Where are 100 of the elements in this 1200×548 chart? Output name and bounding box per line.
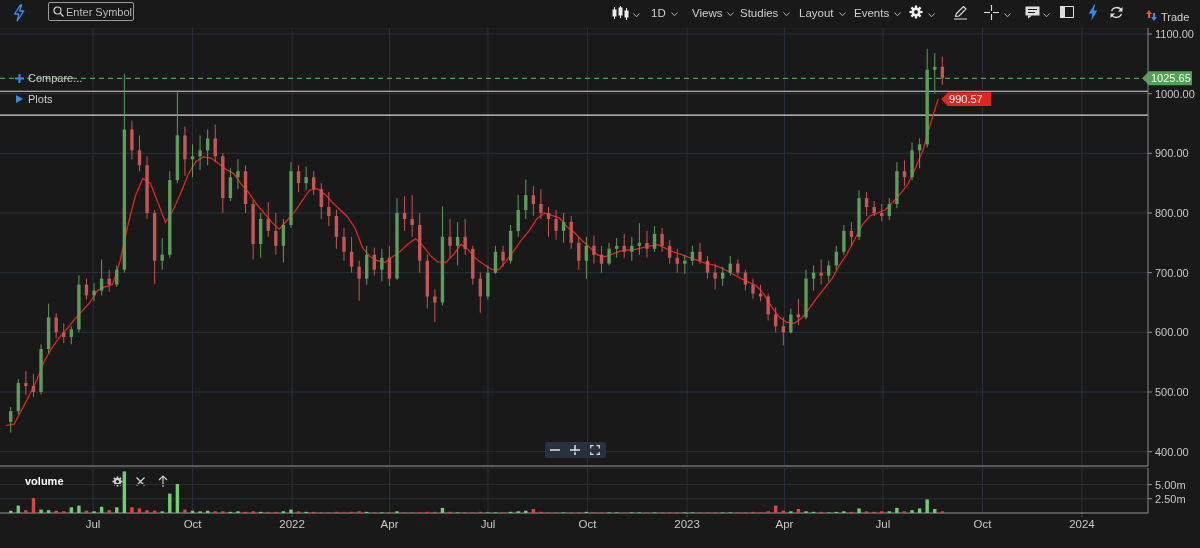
candlestick (92, 282, 96, 302)
candlestick (720, 266, 725, 287)
candlestick (539, 188, 543, 220)
x-tick-label: Jul (875, 517, 891, 530)
candlestick (107, 269, 111, 293)
y-tick-label: 1000.00 (1155, 87, 1195, 100)
text: Layout (799, 6, 834, 20)
text: Trade (1161, 10, 1190, 24)
candlestick (31, 373, 36, 398)
candlestick (342, 227, 346, 262)
y-tick-label: 2.50m (1155, 492, 1186, 505)
x-tick-label: Jul (480, 517, 496, 530)
candlestick (327, 191, 331, 227)
candlestick (781, 316, 785, 346)
bar (130, 507, 134, 513)
annotation: Compare... (28, 71, 83, 85)
candlestick (842, 224, 846, 256)
candlestick (236, 158, 240, 190)
y-tick-label: 1100.00 (1155, 27, 1194, 40)
bar (925, 499, 929, 513)
bar (46, 510, 51, 513)
candlestick (304, 165, 308, 191)
x-tick-label: 2023 (674, 517, 700, 530)
x-tick-label: Oct (973, 517, 993, 530)
candlestick (607, 242, 611, 266)
y-tick-label: 900.00 (1155, 147, 1189, 160)
candlestick (614, 237, 619, 259)
bar (145, 510, 149, 513)
text: Events (854, 6, 890, 20)
candlestick (183, 125, 187, 177)
text: volume (25, 474, 64, 488)
y-tick-label: 5.00m (1155, 478, 1186, 491)
candlestick (516, 194, 520, 238)
x-tick-label: Apr (775, 517, 794, 530)
candlestick (130, 119, 134, 160)
candlestick (630, 236, 634, 262)
candlestick (827, 260, 831, 283)
candlestick (24, 370, 28, 396)
bar (289, 509, 293, 513)
candlestick (448, 218, 452, 259)
candlestick (198, 134, 202, 171)
candlestick (637, 222, 642, 256)
bar (115, 507, 119, 513)
text: 1D (651, 6, 666, 20)
candlestick (660, 227, 664, 253)
candlestick (811, 265, 816, 292)
x-tick-label: Oct (183, 517, 203, 530)
y-tick-label: 400.00 (1155, 445, 1189, 458)
candlestick (789, 307, 793, 335)
bar (69, 507, 74, 513)
candlestick (486, 265, 490, 301)
candlestick (463, 218, 467, 256)
candlestick (683, 254, 687, 275)
x-tick-label: 2024 (1069, 517, 1096, 530)
y-tick-label: 500.00 (1155, 386, 1189, 399)
candlestick (592, 235, 596, 265)
bar (895, 507, 899, 513)
y-tick-label: 800.00 (1155, 206, 1189, 219)
candlestick (554, 209, 558, 241)
bar (77, 505, 81, 513)
candlestick (849, 221, 854, 247)
candlestick (751, 278, 755, 300)
candlestick (380, 248, 384, 283)
candlestick (402, 195, 407, 232)
text: Studies (740, 6, 779, 20)
bar (183, 509, 187, 513)
bar (39, 509, 43, 513)
x-tick-label: 2022 (279, 517, 305, 530)
candlestick (698, 242, 702, 265)
bar (857, 508, 861, 513)
candlestick (546, 206, 551, 238)
x-tick-label: Apr (380, 517, 399, 530)
annotation: 990.57 (949, 92, 983, 107)
bar (910, 510, 914, 513)
ref-line-label: 1025.65 (1151, 72, 1191, 85)
bar (31, 498, 36, 513)
x-tick-label: Jul (85, 517, 101, 530)
bar (54, 510, 58, 513)
bar (137, 508, 142, 513)
candlestick (190, 143, 195, 178)
candlestick (796, 298, 801, 326)
candlestick (501, 245, 505, 268)
search-field: Enter Symbol (48, 2, 134, 21)
candlestick (645, 230, 649, 259)
text: Views (692, 6, 723, 20)
annotation: Plots (28, 92, 53, 106)
x-tick-label: Oct (578, 517, 598, 530)
candlestick (54, 312, 58, 339)
candlestick (819, 259, 823, 286)
bar (24, 510, 28, 513)
candlestick (675, 248, 679, 274)
candlestick (917, 137, 922, 169)
candlestick (433, 288, 437, 323)
candlestick (160, 237, 164, 271)
candlestick (410, 194, 414, 238)
bar (107, 510, 111, 513)
candlestick (274, 212, 278, 256)
y-tick-label: 700.00 (1155, 266, 1189, 279)
candlestick (713, 263, 717, 290)
bar (917, 508, 922, 513)
